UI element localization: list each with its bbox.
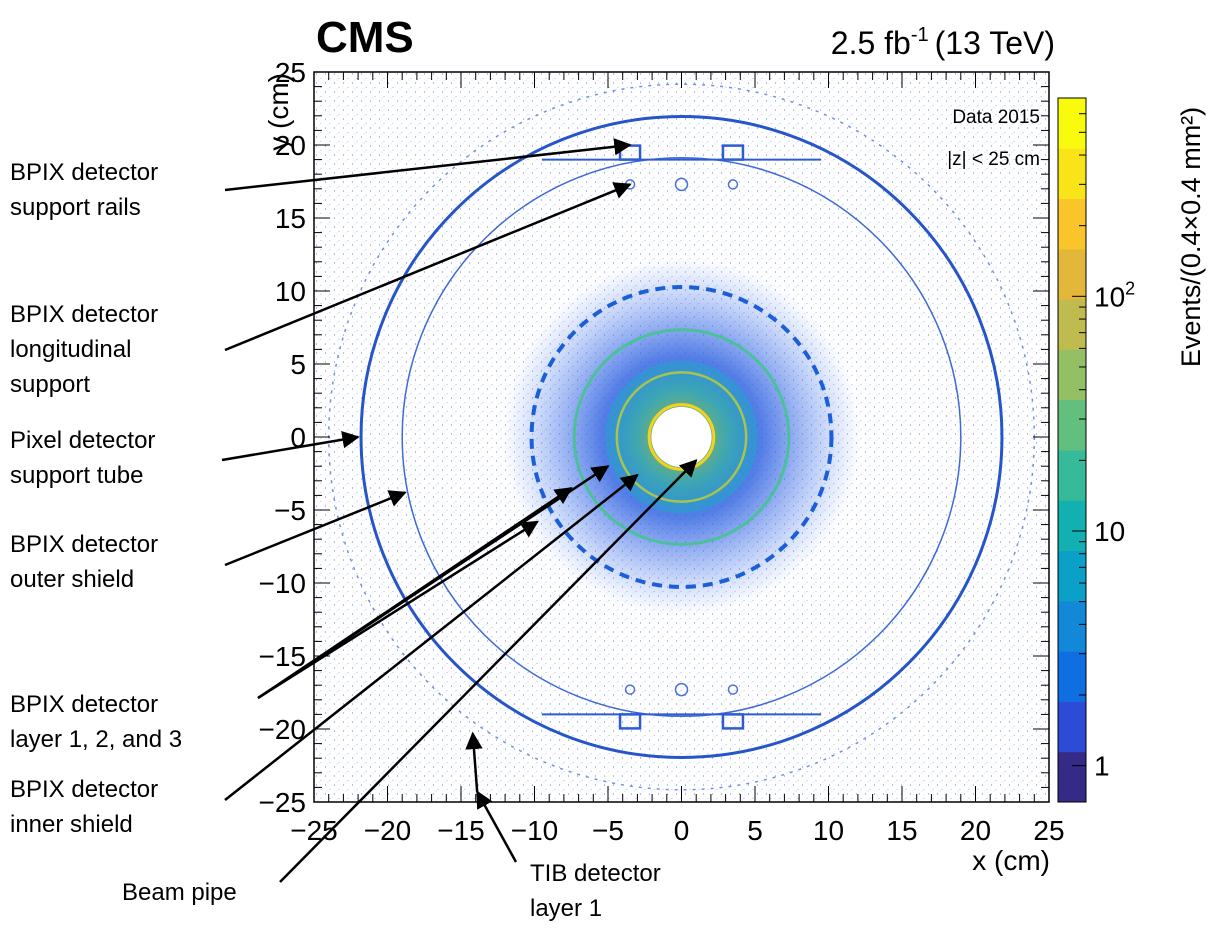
legend-line-1: Data 2015: [952, 107, 1040, 128]
annotation-outer-shield: BPIX detector outer shield: [10, 531, 158, 593]
y-tick-label: 20: [275, 130, 306, 161]
longitudinal-support-top-2: [727, 179, 739, 190]
y-tick-label: −10: [259, 568, 307, 599]
rail-bracket-top-1: [721, 144, 745, 161]
colorbar-segment: [1058, 198, 1086, 250]
lumi-suffix: (13 TeV): [935, 25, 1055, 61]
annotation-arrow-support-rails: [224, 138, 632, 192]
longitudinal-support-top-1: [674, 177, 689, 192]
annotation-support-tube: Pixel detector support tube: [10, 427, 155, 489]
annotation-longitudinal-support: BPIX detector longitudinal support: [10, 301, 158, 398]
colorbar-segment: [1058, 349, 1086, 401]
x-tick-label: 0: [674, 815, 690, 846]
ring-bpix-layer-1: [615, 371, 748, 503]
x-tick-label: 25: [1033, 815, 1064, 846]
x-tick-label: 20: [960, 815, 991, 846]
colorbar-segment: [1058, 550, 1086, 602]
colorbar-tick-label: 10: [1094, 516, 1125, 547]
rail-bracket-bottom-1: [721, 713, 745, 730]
colorbar-segment: [1058, 450, 1086, 501]
x-tick-label: 15: [886, 815, 917, 846]
colorbar-segment: [1058, 751, 1086, 803]
y-tick-label: 15: [275, 203, 306, 234]
longitudinal-support-bottom-2: [727, 684, 739, 695]
y-tick-label: −20: [259, 714, 307, 745]
x-tick-label: −20: [364, 815, 412, 846]
colorbar-segment: [1058, 248, 1086, 300]
y-tick-label: 25: [275, 57, 306, 88]
color-scale-bar: 102 10 1: [1057, 97, 1135, 803]
rail-bracket-bottom-0: [618, 713, 642, 730]
beam-pipe-interior: [651, 406, 712, 468]
x-axis-label: x (cm): [972, 845, 1050, 876]
annotation-arrow-tib: [476, 790, 518, 863]
annotation-arrow-outer-shield: [224, 490, 407, 567]
ring-bpix-layer-3: [529, 285, 834, 589]
colorbar-segment: [1058, 600, 1086, 652]
lumi-exponent: -1: [911, 24, 929, 46]
experiment-label: CMS: [316, 13, 414, 62]
annotation-arrow-layers: [257, 465, 610, 700]
x-tick-label: −5: [592, 815, 624, 846]
colorbar-segment: [1058, 148, 1086, 200]
x-tick-label: 5: [747, 815, 763, 846]
annotation-arrow-longitudinal-support: [224, 182, 632, 352]
ring-bpix-layer-2: [572, 328, 791, 546]
annotation-arrow-inner-shield: [224, 473, 639, 801]
colorbar-segment: [1058, 399, 1086, 451]
ring-pixel-support-tube: [359, 115, 1004, 759]
y-tick-label: 10: [275, 276, 306, 307]
colorbar-tick-label: 1: [1094, 751, 1110, 782]
annotation-arrow-support-tube: [221, 430, 360, 462]
colorbar-label: Events/(0.4×0.4 mm²): [1176, 107, 1206, 367]
colorbar-frame: [1057, 97, 1087, 803]
y-tick-label: −25: [259, 787, 307, 818]
annotation-tib: TIB detector layer 1: [530, 860, 661, 922]
x-tick-label: −15: [437, 815, 485, 846]
annotation-arrow-beam-pipe: [279, 459, 698, 883]
x-tick-label: −10: [511, 815, 559, 846]
colorbar-tick-label: 102: [1094, 278, 1135, 312]
annotation-layers: BPIX detector layer 1, 2, and 3: [10, 691, 182, 753]
y-tick-label: −5: [274, 495, 306, 526]
annotation-support-rails: BPIX detector support rails: [10, 159, 158, 221]
colorbar-segment: [1058, 701, 1086, 753]
lumi-prefix: 2.5 fb: [831, 25, 911, 61]
annotation-arrow-tib-2: [465, 731, 483, 792]
annotation-beam-pipe: Beam pipe: [122, 879, 237, 906]
annotation-inner-shield: BPIX detector inner shield: [10, 776, 158, 838]
colorbar-segment: [1058, 299, 1086, 350]
colorbar-segment: [1058, 651, 1086, 702]
colorbar-segment: [1058, 500, 1086, 552]
y-tick-label: −15: [259, 641, 307, 672]
colorbar-segment: [1058, 98, 1086, 149]
y-tick-label: 5: [290, 349, 306, 380]
longitudinal-support-bottom-1: [674, 682, 689, 697]
x-tick-label: 10: [813, 815, 844, 846]
y-axis-label: y (cm): [263, 73, 294, 151]
ring-bpix-outer-shield: [401, 156, 962, 718]
lumi-label: 2.5 fb-1 (13 TeV): [831, 24, 1055, 61]
legend-line-2: |z| < 25 cm: [947, 149, 1040, 170]
longitudinal-support-bottom-0: [624, 684, 636, 695]
